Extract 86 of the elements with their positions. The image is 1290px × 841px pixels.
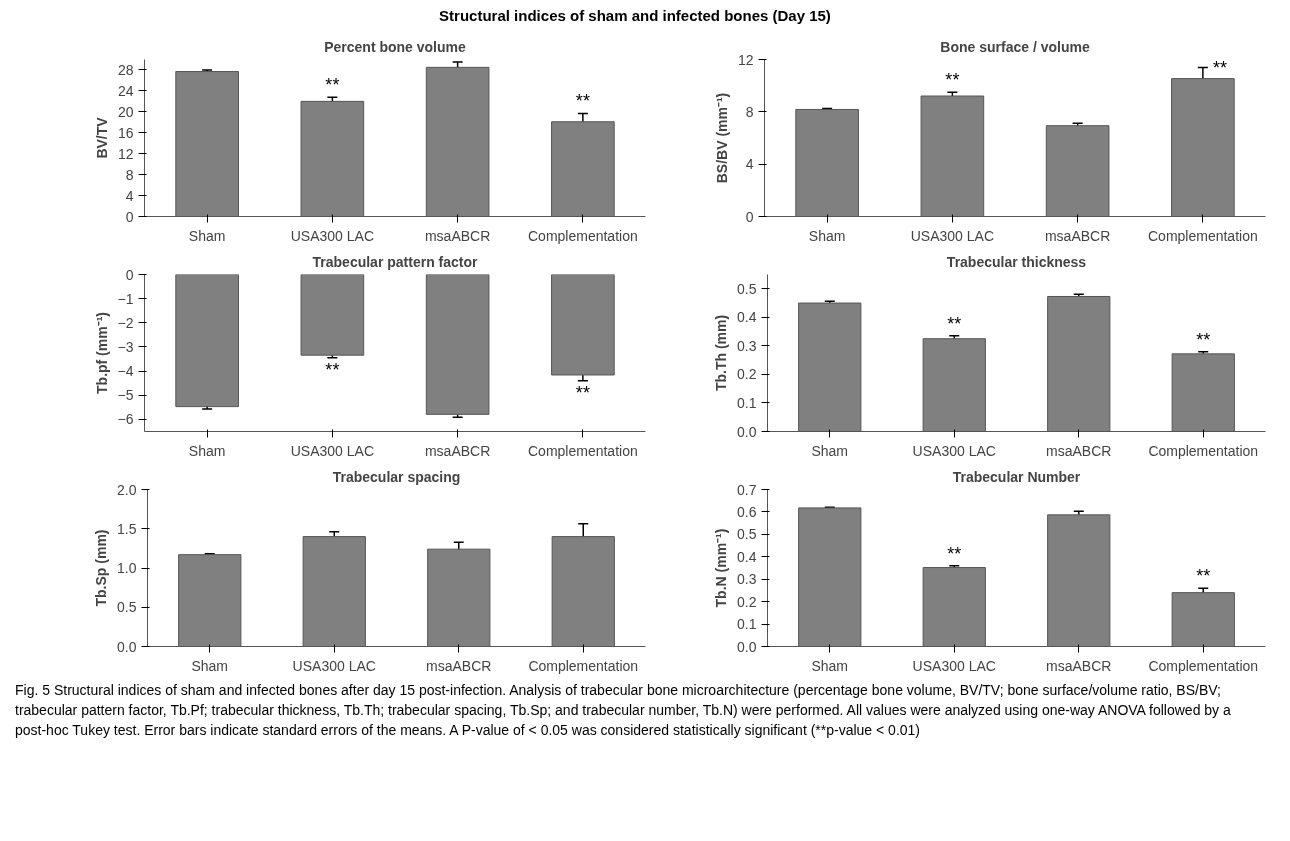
x-tick-label: USA300 LAC bbox=[292, 657, 376, 674]
caption: Fig. 5 Structural indices of sham and infected bones after day 15 post-infection. Analysis of trabecular bone microarchitecture (percentage bone volume, BV/TV; bone surface/volume ratio, BS/BV; trabecular pattern factor, Tb.Pf; trabecular thickness, Tb.Th; trabecular spacing, Tb.Sp; and trabecular number, Tb.N) were performed. All values were analyzed using one-way ANOVA followed by a post-hoc Tukey test. Error bars indicate standard errors of the means. A P-value of < 0.05 was considered statistically significant (**p-value < 0.01) bbox=[15, 681, 1232, 740]
y-tick-label: 12 bbox=[737, 51, 754, 68]
annotation: ** bbox=[1196, 566, 1211, 587]
y-tick-label: 0.6 bbox=[737, 504, 757, 521]
text: Structural indices of sham and infected bones (Day 15) bbox=[439, 6, 831, 26]
annotation: ** bbox=[325, 360, 340, 381]
x-tick-label: msaABCR bbox=[426, 657, 492, 674]
x-tick-label: msaABCR bbox=[424, 227, 491, 244]
y-tick-label: 0.0 bbox=[737, 423, 757, 440]
y-axis-title: BV/TV bbox=[93, 117, 110, 160]
chart-title: Bone surface / volume bbox=[940, 38, 1090, 55]
x-tick-label: Sham bbox=[808, 227, 846, 244]
chart-title: Trabecular pattern factor bbox=[312, 253, 479, 270]
x-tick-label: Sham bbox=[191, 657, 229, 674]
y-tick-label: 0.1 bbox=[737, 616, 757, 633]
y-tick-label: 0 bbox=[125, 208, 134, 225]
x-tick-label: msaABCR bbox=[424, 442, 491, 459]
y-tick-label: −1 bbox=[117, 291, 134, 308]
annotation: ** bbox=[945, 70, 960, 91]
y-tick-label: 24 bbox=[117, 83, 134, 100]
x-tick-label: Sham bbox=[188, 442, 226, 459]
y-tick-label: 0 bbox=[125, 266, 134, 283]
y-axis-title: Tb.pf (mm⁻¹) bbox=[93, 312, 110, 395]
y-tick-label: 0.2 bbox=[737, 594, 757, 611]
x-tick-label: USA300 LAC bbox=[910, 227, 995, 244]
y-tick-label: 28 bbox=[117, 62, 134, 79]
y-tick-label: 8 bbox=[745, 104, 754, 121]
y-tick-label: 16 bbox=[117, 125, 134, 142]
chart-title: Trabecular Number bbox=[952, 468, 1081, 485]
y-tick-label: 0.7 bbox=[737, 481, 757, 498]
annotation: ** bbox=[1212, 58, 1227, 79]
y-tick-label: 1.0 bbox=[117, 560, 137, 577]
y-tick-label: 0.3 bbox=[737, 571, 757, 588]
x-tick-label: Complementation bbox=[528, 657, 639, 674]
x-tick-label: Complementation bbox=[1148, 227, 1258, 244]
x-tick-label: Complementation bbox=[528, 227, 638, 244]
y-tick-label: 12 bbox=[117, 146, 134, 163]
y-tick-label: −3 bbox=[117, 339, 134, 356]
y-tick-label: 4 bbox=[745, 156, 754, 173]
y-tick-label: −2 bbox=[117, 315, 134, 332]
y-tick-label: −5 bbox=[117, 387, 134, 404]
annotation: ** bbox=[1196, 330, 1211, 351]
annotation: ** bbox=[575, 91, 590, 112]
y-tick-label: 0.3 bbox=[737, 338, 757, 355]
y-tick-label: 0.0 bbox=[117, 638, 137, 655]
y-tick-label: 0.5 bbox=[737, 281, 757, 298]
annotation: ** bbox=[325, 75, 340, 96]
annotation: ** bbox=[947, 544, 962, 565]
chart-title: Trabecular spacing bbox=[332, 468, 461, 485]
y-tick-label: 2.0 bbox=[117, 481, 137, 498]
y-axis-title: Tb.N (mm⁻¹) bbox=[713, 528, 730, 608]
y-axis-title: Tb.Sp (mm) bbox=[93, 529, 110, 607]
x-tick-label: Complementation bbox=[1148, 657, 1259, 674]
y-tick-label: −4 bbox=[117, 363, 134, 380]
y-tick-label: 0.0 bbox=[737, 638, 757, 655]
x-tick-label: USA300 LAC bbox=[912, 657, 996, 674]
annotation: ** bbox=[947, 314, 962, 335]
y-tick-label: 0 bbox=[745, 208, 754, 225]
y-tick-label: 0.5 bbox=[117, 599, 137, 616]
y-tick-label: −6 bbox=[117, 411, 134, 428]
y-tick-label: 0.5 bbox=[737, 526, 757, 543]
y-tick-label: 0.1 bbox=[737, 395, 757, 412]
y-tick-label: 1.5 bbox=[117, 521, 137, 538]
x-tick-label: Sham bbox=[811, 657, 849, 674]
x-tick-label: USA300 LAC bbox=[912, 442, 996, 459]
y-tick-label: 8 bbox=[125, 167, 134, 184]
y-axis-title: Tb.Th (mm) bbox=[713, 315, 730, 392]
x-tick-label: msaABCR bbox=[1046, 442, 1112, 459]
x-tick-label: Complementation bbox=[528, 442, 638, 459]
annotation: ** bbox=[575, 383, 590, 404]
x-tick-label: USA300 LAC bbox=[290, 227, 375, 244]
y-tick-label: 4 bbox=[125, 187, 134, 204]
x-tick-label: msaABCR bbox=[1044, 227, 1111, 244]
x-tick-label: Sham bbox=[811, 442, 849, 459]
x-tick-label: Sham bbox=[188, 227, 226, 244]
chart-title: Trabecular thickness bbox=[946, 253, 1087, 270]
x-tick-label: Complementation bbox=[1148, 442, 1259, 459]
y-tick-label: 20 bbox=[117, 104, 134, 121]
x-tick-label: msaABCR bbox=[1046, 657, 1112, 674]
x-tick-label: USA300 LAC bbox=[290, 442, 375, 459]
y-tick-label: 0.2 bbox=[737, 366, 757, 383]
chart-title: Percent bone volume bbox=[324, 38, 467, 55]
y-tick-label: 0.4 bbox=[737, 549, 757, 566]
y-tick-label: 0.4 bbox=[737, 309, 757, 326]
y-axis-title: BS/BV (mm⁻¹) bbox=[713, 93, 730, 184]
